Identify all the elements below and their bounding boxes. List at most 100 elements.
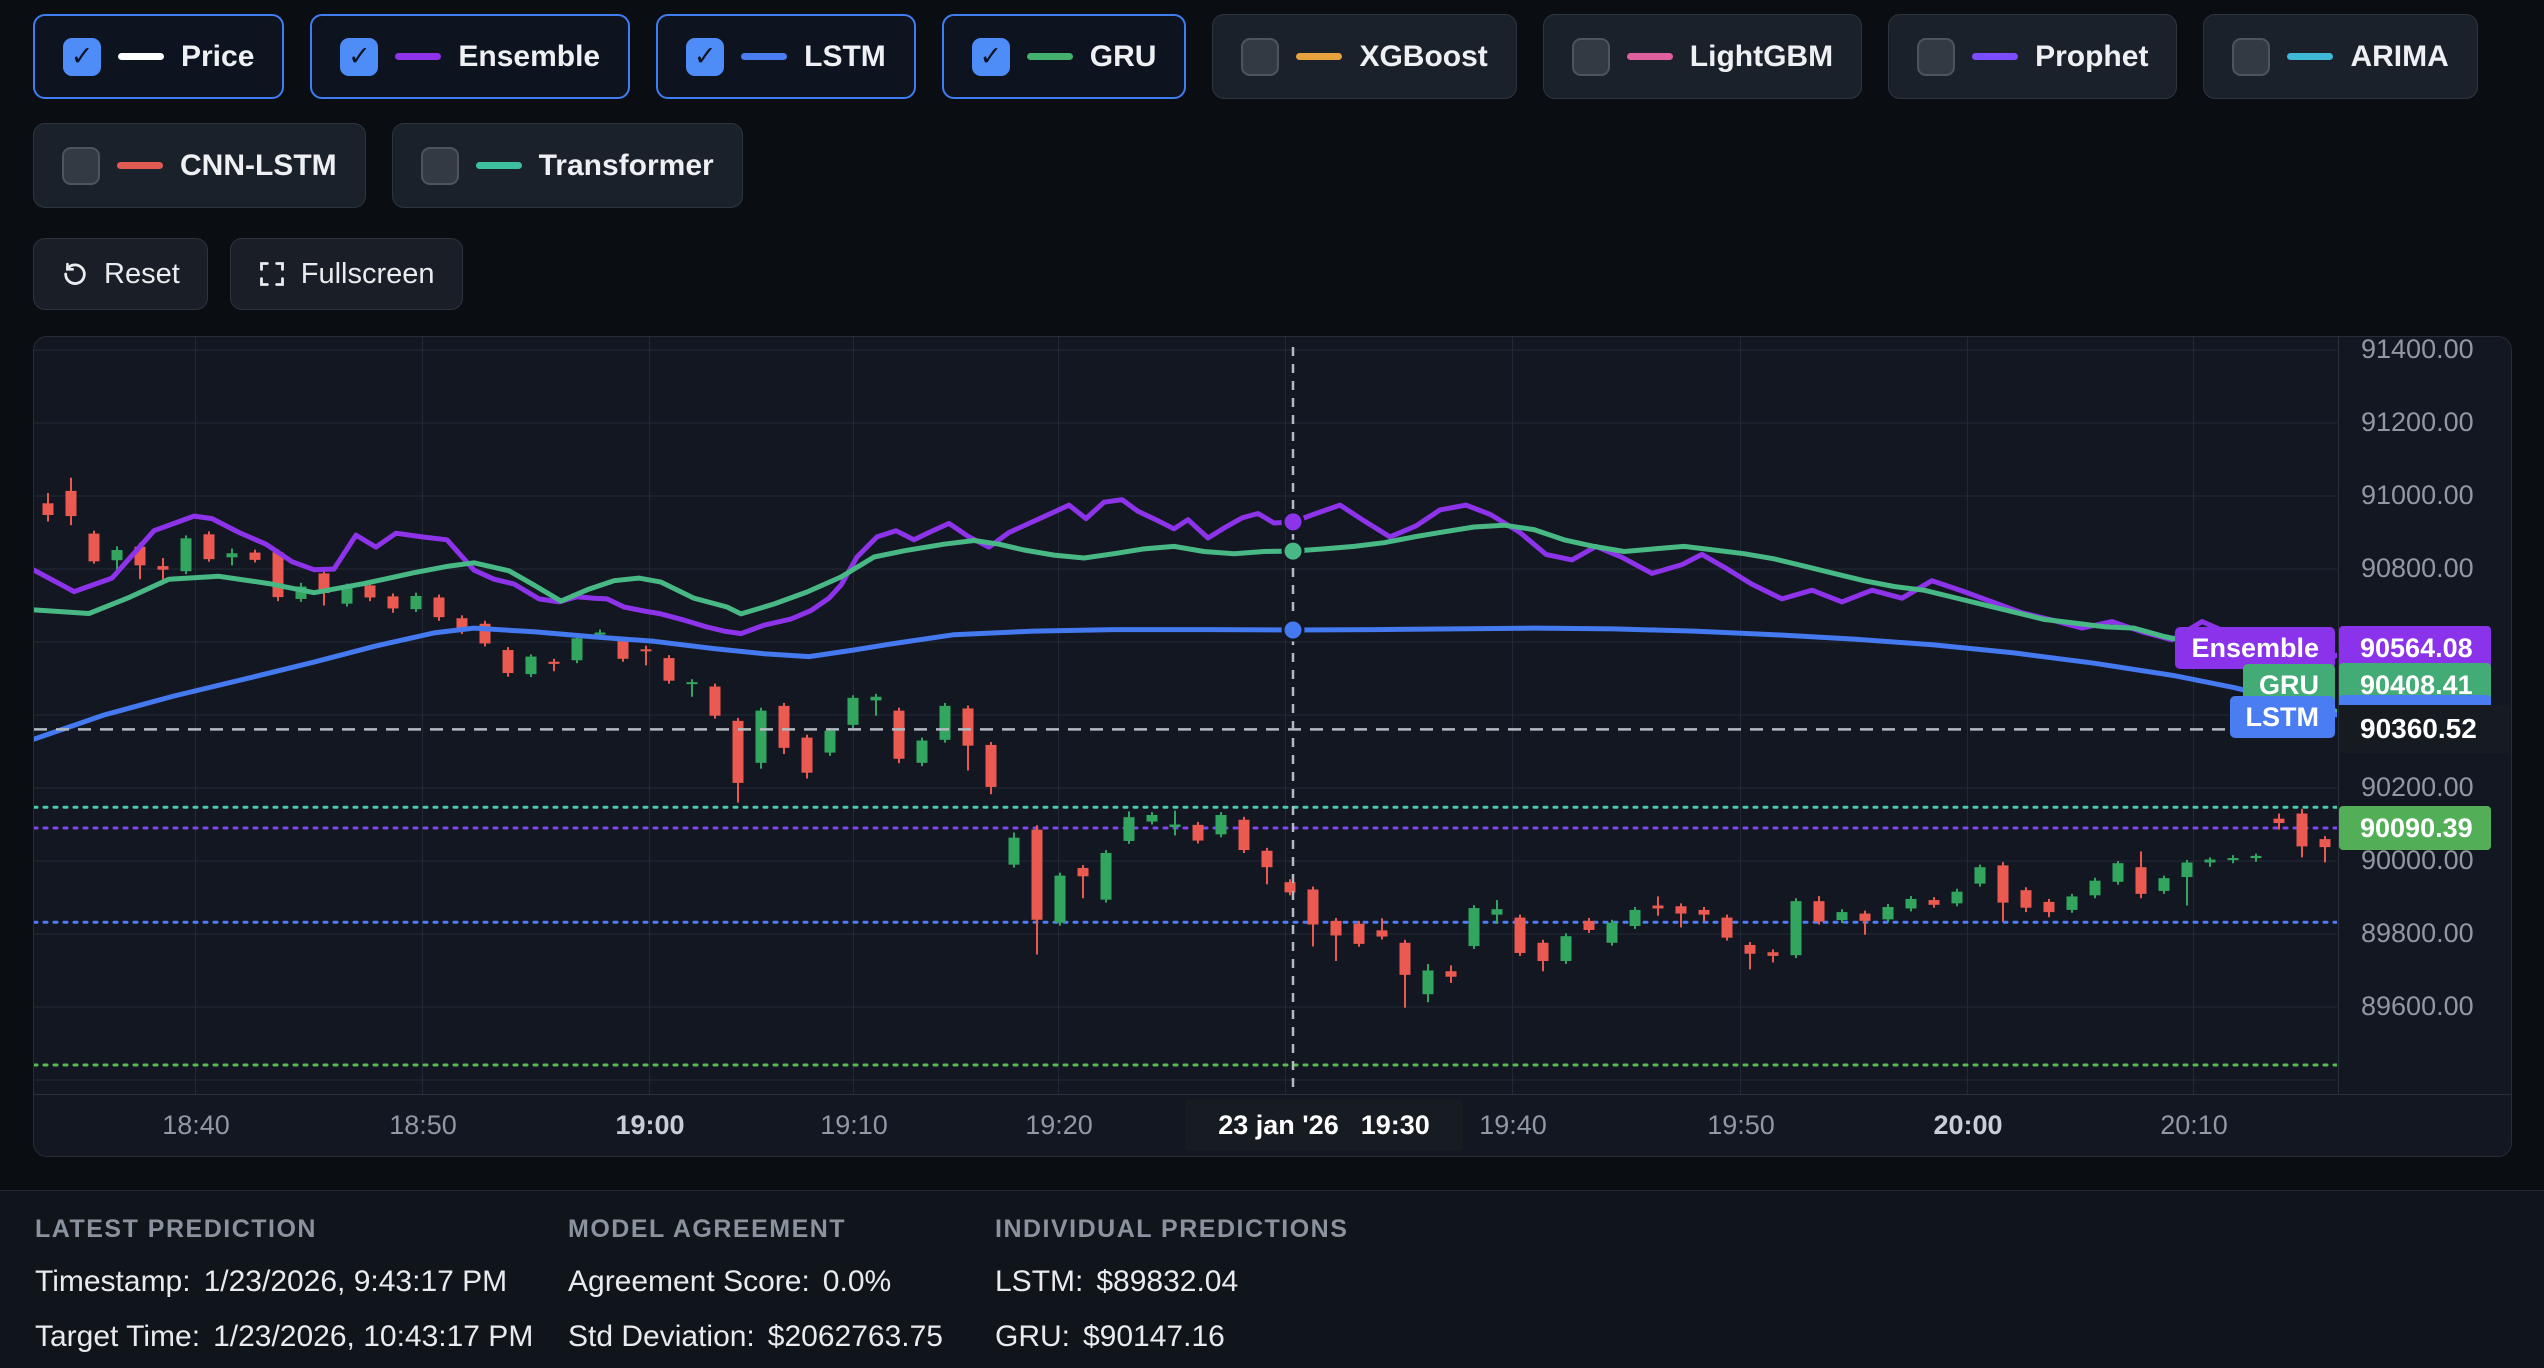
candle-body	[365, 585, 376, 597]
candle-body	[1469, 908, 1480, 946]
candle-body	[1308, 889, 1319, 924]
candle-body	[963, 708, 974, 745]
time-axis[interactable]: 18:4018:5019:0019:1019:2019:3019:4019:50…	[34, 1094, 2512, 1157]
chart-toolbar: Reset Fullscreen	[33, 238, 2544, 310]
candle-body	[2274, 819, 2285, 823]
series-color-swatch	[395, 53, 441, 60]
legend-chip-gru[interactable]: ✓ GRU	[942, 14, 1187, 99]
checkbox-checked-icon[interactable]: ✓	[340, 38, 378, 76]
candle-body	[43, 503, 54, 515]
legend-chip-lstm[interactable]: ✓ LSTM	[656, 14, 916, 99]
candle-body	[1584, 921, 1595, 930]
individual-prediction-row: GRU:$90147.16	[995, 1320, 2544, 1354]
candle-body	[710, 687, 721, 716]
checkbox-checked-icon[interactable]: ✓	[972, 38, 1010, 76]
checkbox-unchecked-icon[interactable]	[421, 147, 459, 185]
checkbox-unchecked-icon[interactable]	[1917, 38, 1955, 76]
candle-body	[2067, 896, 2078, 910]
legend-chip-price[interactable]: ✓Price	[33, 14, 284, 99]
legend-chip-arima[interactable]: ARIMA	[2203, 14, 2477, 99]
legend-chip-label: CNN-LSTM	[180, 149, 337, 183]
series-color-swatch	[2287, 53, 2333, 60]
x-axis-label: 19:40	[1453, 1110, 1573, 1141]
legend-chip-label: GRU	[1090, 40, 1157, 74]
latest-prediction-heading: LATEST PREDICTION	[35, 1215, 568, 1244]
candle-body	[1791, 901, 1802, 955]
candle-body	[1492, 909, 1503, 914]
x-axis-label: 19:20	[999, 1110, 1119, 1141]
legend-chip-cnn-lstm[interactable]: CNN-LSTM	[33, 123, 366, 208]
legend-chip-label: Ensemble	[458, 40, 600, 74]
candle-body	[434, 597, 445, 617]
legend-chip-ensemble[interactable]: ✓ Ensemble	[310, 14, 630, 99]
reset-button[interactable]: Reset	[33, 238, 208, 310]
crosshair-price-label: 90360.52	[2339, 705, 2512, 753]
candle-body	[526, 657, 537, 675]
checkbox-checked-icon[interactable]: ✓	[686, 38, 724, 76]
x-axis-label: 19:50	[1681, 1110, 1801, 1141]
legend-chip-transformer[interactable]: Transformer	[392, 123, 743, 208]
legend-chip-prophet[interactable]: Prophet	[1888, 14, 2177, 99]
candle-body	[1768, 952, 1779, 956]
candle-body	[1262, 851, 1273, 867]
candle-body	[181, 538, 192, 571]
candle-body	[89, 534, 100, 562]
y-axis-label: 91400.00	[2361, 336, 2474, 365]
lstm-prediction-series	[34, 628, 2337, 739]
candle-body	[1676, 906, 1687, 913]
candle-body	[1975, 867, 1986, 883]
legend-chip-label: ARIMA	[2350, 40, 2448, 74]
series-color-swatch	[117, 162, 163, 169]
series-name-tag-lstm: LSTM	[2230, 696, 2336, 738]
candle-body	[1400, 943, 1411, 975]
candle-body	[894, 711, 905, 759]
crosshair-dot-ensemble	[1283, 512, 1303, 532]
candle-body	[1860, 914, 1871, 921]
y-axis-label: 89600.00	[2361, 991, 2474, 1022]
checkbox-unchecked-icon[interactable]	[1572, 38, 1610, 76]
candle-body	[250, 553, 261, 560]
candle-body	[641, 649, 652, 651]
price-axis[interactable]: 91400.0091200.0091000.0090800.0090600.00…	[2338, 337, 2512, 1094]
model-agreement-row: Std Deviation:$2062763.75	[568, 1320, 995, 1354]
checkbox-unchecked-icon[interactable]	[1241, 38, 1279, 76]
checkbox-unchecked-icon[interactable]	[2232, 38, 2270, 76]
candle-body	[1032, 830, 1043, 920]
candle-body	[1423, 971, 1434, 995]
x-axis-label: 19:10	[794, 1110, 914, 1141]
candle-body	[1078, 868, 1089, 876]
price-chart-plot[interactable]	[34, 337, 2337, 1094]
legend-chip-label: LightGBM	[1690, 40, 1833, 74]
candle-body	[204, 534, 215, 559]
candle-body	[1607, 923, 1618, 943]
individual-predictions-panel: INDIVIDUAL PREDICTIONS LSTM:$89832.04GRU…	[995, 1215, 2544, 1368]
candle-body	[618, 641, 629, 659]
gru-prediction-series	[34, 525, 2337, 712]
series-color-swatch	[476, 162, 522, 169]
candle-body	[158, 566, 169, 570]
legend-chip-label: Transformer	[539, 149, 714, 183]
candle-body	[664, 658, 675, 681]
series-color-swatch	[1627, 53, 1673, 60]
legend-chip-label: LSTM	[804, 40, 886, 74]
candle-body	[2228, 858, 2239, 860]
checkbox-unchecked-icon[interactable]	[62, 147, 100, 185]
candle-body	[1331, 921, 1342, 936]
fullscreen-button[interactable]: Fullscreen	[230, 238, 463, 310]
checkbox-checked-icon[interactable]: ✓	[63, 38, 101, 76]
individual-prediction-row: LSTM:$89832.04	[995, 1265, 2544, 1299]
legend-chip-lightgbm[interactable]: LightGBM	[1543, 14, 1862, 99]
candle-body	[273, 552, 284, 597]
candle-body	[1101, 853, 1112, 900]
legend-chip-xgboost[interactable]: XGBoost	[1212, 14, 1516, 99]
candle-body	[1929, 900, 1940, 905]
candle-body	[1009, 838, 1020, 865]
candle-body	[1722, 918, 1733, 938]
y-axis-label: 90800.00	[2361, 553, 2474, 584]
y-axis-label: 89800.00	[2361, 918, 2474, 949]
reset-icon	[61, 260, 89, 288]
candle-body	[1952, 892, 1963, 904]
latest-prediction-panel: LATEST PREDICTION Timestamp:1/23/2026, 9…	[35, 1215, 568, 1368]
candle-body	[227, 553, 238, 557]
candle-body	[2251, 856, 2262, 858]
